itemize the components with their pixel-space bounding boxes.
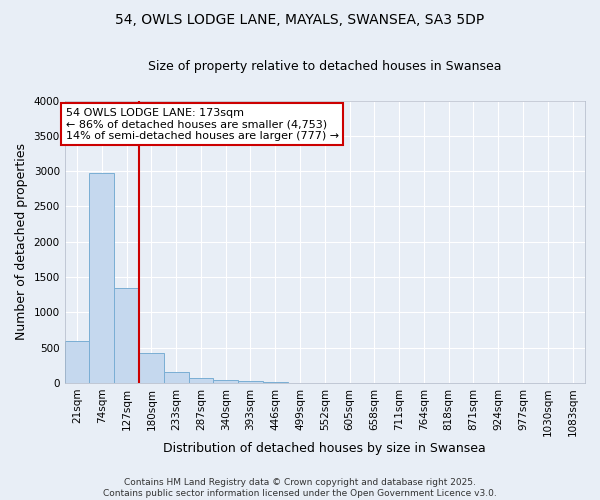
Bar xyxy=(214,380,238,383)
Bar xyxy=(65,342,89,383)
Bar xyxy=(263,382,287,383)
Text: 54 OWLS LODGE LANE: 173sqm
← 86% of detached houses are smaller (4,753)
14% of s: 54 OWLS LODGE LANE: 173sqm ← 86% of deta… xyxy=(66,108,339,141)
Bar xyxy=(114,288,139,383)
X-axis label: Distribution of detached houses by size in Swansea: Distribution of detached houses by size … xyxy=(163,442,486,455)
Bar xyxy=(164,372,188,383)
Bar xyxy=(238,381,263,383)
Text: 54, OWLS LODGE LANE, MAYALS, SWANSEA, SA3 5DP: 54, OWLS LODGE LANE, MAYALS, SWANSEA, SA… xyxy=(115,12,485,26)
Title: Size of property relative to detached houses in Swansea: Size of property relative to detached ho… xyxy=(148,60,502,73)
Bar xyxy=(139,352,164,383)
Bar xyxy=(188,378,214,383)
Text: Contains HM Land Registry data © Crown copyright and database right 2025.
Contai: Contains HM Land Registry data © Crown c… xyxy=(103,478,497,498)
Bar xyxy=(89,174,114,383)
Y-axis label: Number of detached properties: Number of detached properties xyxy=(15,144,28,340)
